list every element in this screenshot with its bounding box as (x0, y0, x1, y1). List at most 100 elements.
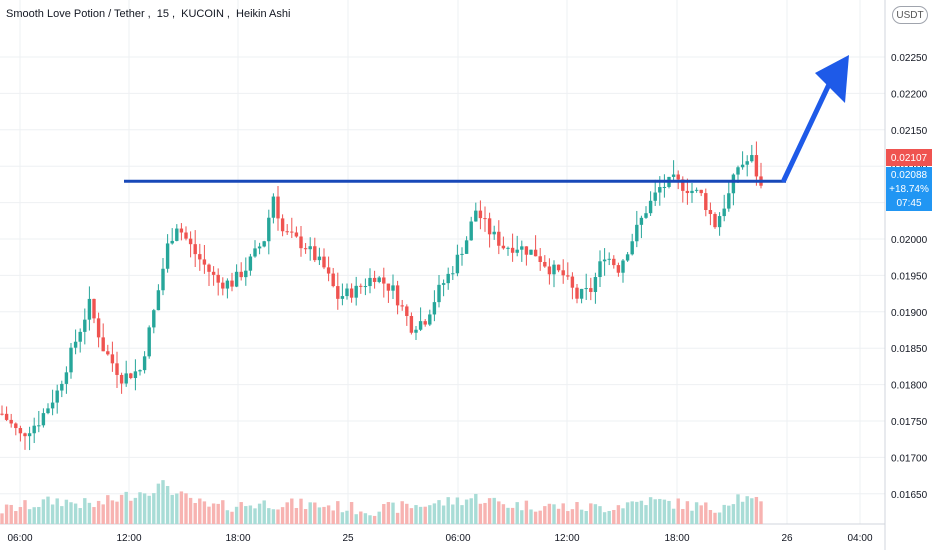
volume-bar (658, 498, 662, 524)
candle-body (432, 302, 437, 315)
candle-body (27, 433, 32, 437)
volume-bar (731, 504, 736, 524)
volume-bar (340, 512, 345, 524)
x-tick-label: 26 (781, 533, 793, 544)
candle-body (73, 341, 78, 348)
candle-body (713, 214, 717, 228)
volume-bar (487, 498, 492, 524)
candle-body (253, 248, 257, 257)
candle-body (198, 254, 202, 260)
candle-body (147, 327, 151, 357)
volume-bar (727, 505, 731, 524)
candle-body (451, 273, 455, 275)
candle-body (230, 280, 234, 287)
chart-legend: Smooth Love Potion / Tether, 15, KUCOIN,… (6, 8, 291, 20)
volume-bar (681, 508, 685, 524)
candle-body (368, 277, 372, 287)
candle-body (115, 363, 119, 375)
candle-body (175, 228, 179, 241)
y-tick-label: 0.01800 (891, 381, 928, 392)
candle-body (520, 246, 524, 250)
candle-body (354, 285, 358, 298)
candle-body (685, 190, 690, 194)
volume-bar (331, 510, 335, 524)
volume-bar (533, 511, 538, 524)
volume-bar (294, 507, 299, 524)
candle-body (492, 231, 496, 235)
candle-body (129, 373, 133, 379)
legend-interval: 15 (156, 8, 169, 20)
volume-bar (598, 506, 602, 524)
volume-bar (9, 504, 13, 524)
volume-bar (207, 506, 211, 524)
volume-bar (152, 493, 156, 524)
candle-body (556, 264, 561, 271)
candle-body (377, 277, 381, 282)
volume-bar (566, 511, 570, 524)
candle-body (345, 288, 349, 297)
candle-body (372, 277, 377, 282)
y-tick-label: 0.01750 (891, 417, 928, 428)
candle-body (106, 351, 110, 355)
volume-bar (635, 501, 639, 524)
volume-bar (377, 511, 381, 524)
volume-bar (188, 497, 193, 524)
volume-bar (46, 496, 50, 524)
volume-bar (529, 509, 533, 524)
candle-body (326, 267, 331, 274)
candle-body (533, 249, 538, 257)
volume-bar (336, 501, 340, 524)
candle-body (382, 277, 386, 284)
candle-body (538, 256, 542, 262)
volume-bar (469, 498, 473, 524)
volume-bar (257, 503, 262, 524)
candle-body (340, 296, 345, 299)
candle-body (152, 310, 156, 328)
volume-bar (133, 497, 138, 524)
y-tick-label: 0.01950 (891, 271, 928, 282)
volume-bar (612, 509, 616, 524)
candle-body (423, 321, 427, 325)
volume-bar (676, 498, 680, 524)
volume-bar (570, 509, 575, 524)
candle-body (694, 189, 699, 191)
volume-bar (64, 499, 69, 524)
volume-bar (96, 500, 101, 524)
volume-bar (607, 510, 611, 524)
volume-bar (202, 501, 207, 524)
volume-bar (92, 507, 96, 524)
volume-bar (317, 507, 322, 524)
candle-body (83, 319, 87, 332)
volume-bar (55, 498, 59, 524)
candle-body (18, 428, 23, 434)
volume-bar (524, 500, 529, 524)
volume-bar (216, 503, 220, 524)
candle-body (722, 208, 726, 217)
volume-bar (754, 496, 759, 524)
currency-unit-badge[interactable]: USDT (892, 6, 928, 24)
candle-body (46, 408, 50, 414)
candle-body (14, 423, 18, 429)
candle-body (78, 331, 82, 342)
trend-arrow-shaft (781, 75, 835, 183)
candle-body (418, 321, 423, 330)
candle-body (32, 425, 36, 434)
y-tick-label: 0.02200 (891, 89, 928, 100)
volume-bar (147, 495, 151, 524)
volume-bar (543, 506, 547, 524)
candle-body (570, 276, 575, 288)
volume-bar (23, 500, 27, 524)
volume-bar (694, 502, 699, 524)
volume-bar (451, 504, 455, 524)
volume-bar (593, 504, 598, 524)
candle-body (414, 329, 418, 333)
volume-bar (418, 506, 423, 524)
x-tick-label: 12:00 (116, 533, 141, 544)
volume-bar (106, 495, 110, 524)
candle-body (0, 413, 4, 415)
candle-body (561, 270, 565, 276)
volume-bar (556, 508, 561, 524)
volume-bar (547, 503, 552, 524)
